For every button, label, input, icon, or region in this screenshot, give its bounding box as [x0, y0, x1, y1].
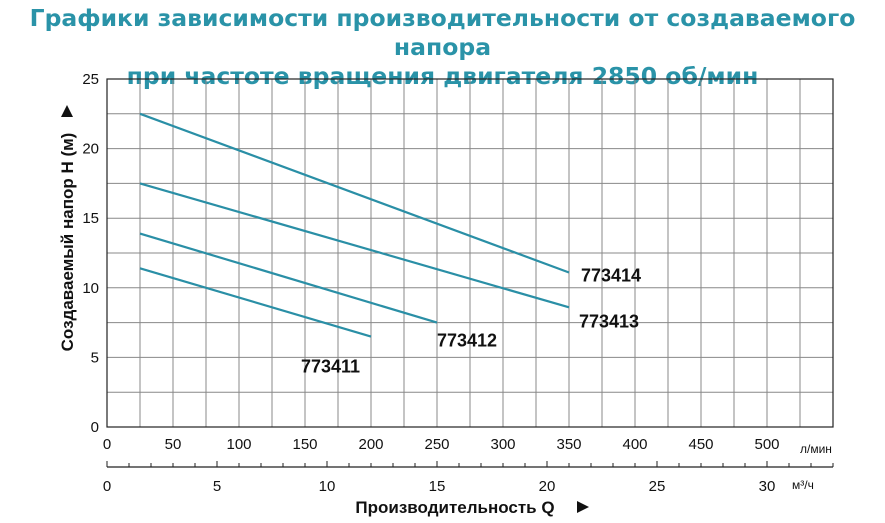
chart-title: Графики зависимости производительности о…: [0, 4, 885, 91]
x-tick-label: 450: [688, 436, 713, 453]
x-axis-arrow-icon: [577, 501, 589, 513]
x2-unit-label: м³/ч: [792, 478, 814, 492]
y-tick-label: 25: [82, 71, 99, 88]
axes: [106, 78, 834, 468]
series-label-773412: 773412: [437, 331, 497, 351]
y-tick-label: 10: [82, 280, 99, 297]
x-tick-label: 150: [292, 436, 317, 453]
x-tick-label: 300: [490, 436, 515, 453]
series-label-773413: 773413: [579, 311, 639, 331]
y-axis-arrow-icon: [61, 105, 73, 117]
y-tick-label: 20: [82, 141, 99, 158]
series-labels: 773411 773412 773413 773414: [301, 265, 641, 376]
series-line-773412: [139, 232, 438, 324]
series-label-773414: 773414: [581, 265, 641, 285]
x-tick-label: 50: [165, 436, 182, 453]
axis-labels: Производительность Q Создаваемый напор H …: [58, 105, 589, 517]
x-tick-label: 200: [358, 436, 383, 453]
x-tick-label: 400: [622, 436, 647, 453]
y-tick-label: 15: [82, 210, 99, 227]
series-label-773411: 773411: [301, 357, 360, 377]
x2-tick-label: 10: [319, 478, 336, 495]
y-tick-label: 5: [91, 349, 99, 366]
grid: [106, 78, 834, 428]
chart-title-line2: при частоте вращения двигателя 2850 об/м…: [126, 62, 759, 90]
series-lines: [139, 112, 570, 338]
x-tick-label: 0: [103, 436, 111, 453]
chart-title-line1: Графики зависимости производительности о…: [29, 4, 856, 61]
x-tick-label: 350: [556, 436, 581, 453]
x2-tick-label: 5: [213, 478, 221, 495]
y-tick-label: 0: [91, 419, 99, 436]
x-unit-label: л/мин: [800, 442, 832, 456]
series-line-773413: [139, 182, 570, 309]
x-tick-label: 250: [424, 436, 449, 453]
x-axis-title: Производительность Q: [355, 498, 554, 517]
x-tick-label: 500: [754, 436, 779, 453]
x2-tick-label: 15: [429, 478, 446, 495]
series-line-773411: [139, 267, 372, 338]
x-tick-label: 100: [226, 436, 251, 453]
x2-tick-label: 20: [539, 478, 556, 495]
x2-tick-label: 30: [759, 478, 776, 495]
x2-tick-label: 25: [649, 478, 666, 495]
y-axis-title: Создаваемый напор H (м): [58, 133, 77, 352]
x2-tick-label: 0: [103, 478, 111, 495]
plot-frame: [106, 78, 834, 428]
series-line-773414: [139, 112, 570, 274]
